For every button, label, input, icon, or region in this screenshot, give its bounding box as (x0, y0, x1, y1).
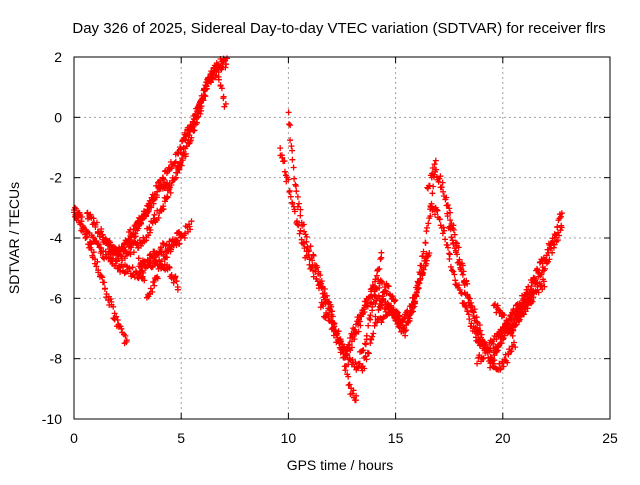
y-axis-label: SDTVAR / TECUs (6, 182, 22, 294)
series-3-track-4 (474, 210, 565, 367)
data-point-markers (375, 305, 405, 335)
y-tick-label: -10 (42, 411, 62, 427)
series-2 (277, 109, 439, 404)
y-tick-label: 0 (54, 109, 62, 125)
series-2-track-7 (375, 305, 405, 335)
series-3 (424, 161, 565, 373)
series-1 (71, 55, 230, 347)
series-1-track-5 (117, 178, 173, 259)
x-tick-label: 0 (70, 430, 78, 446)
data-points (71, 55, 565, 404)
series-1-track-8 (134, 257, 181, 293)
data-point-markers (405, 254, 430, 324)
x-tick-label: 20 (495, 430, 511, 446)
chart-title: Day 326 of 2025, Sidereal Day-to-day VTE… (72, 20, 605, 37)
data-point-markers (474, 210, 565, 367)
data-point-markers (134, 257, 181, 293)
series-2-track-2 (285, 109, 360, 404)
y-tick-label: -2 (50, 170, 63, 186)
y-tick-label: -4 (50, 230, 63, 246)
x-axis-label: GPS time / hours (287, 457, 394, 473)
series-1-track-9 (174, 63, 229, 176)
series-2-track-6 (405, 254, 430, 324)
data-point-markers (174, 63, 229, 176)
grid-lines (74, 57, 610, 419)
y-tick-label: -6 (50, 290, 63, 306)
x-tick-label: 5 (177, 430, 185, 446)
data-point-markers (117, 178, 173, 259)
data-point-markers (285, 109, 360, 404)
x-tick-label: 25 (602, 430, 618, 446)
series-3-track-8 (490, 301, 517, 336)
x-tick-label: 15 (388, 430, 404, 446)
axis-ticks: 0 5 10 15 20 25 -10 -8 -6 -4 -2 0 2 (42, 49, 618, 446)
data-point-markers (490, 301, 517, 336)
x-tick-label: 10 (281, 430, 297, 446)
y-tick-label: 2 (54, 49, 62, 65)
y-tick-label: -8 (50, 351, 63, 367)
